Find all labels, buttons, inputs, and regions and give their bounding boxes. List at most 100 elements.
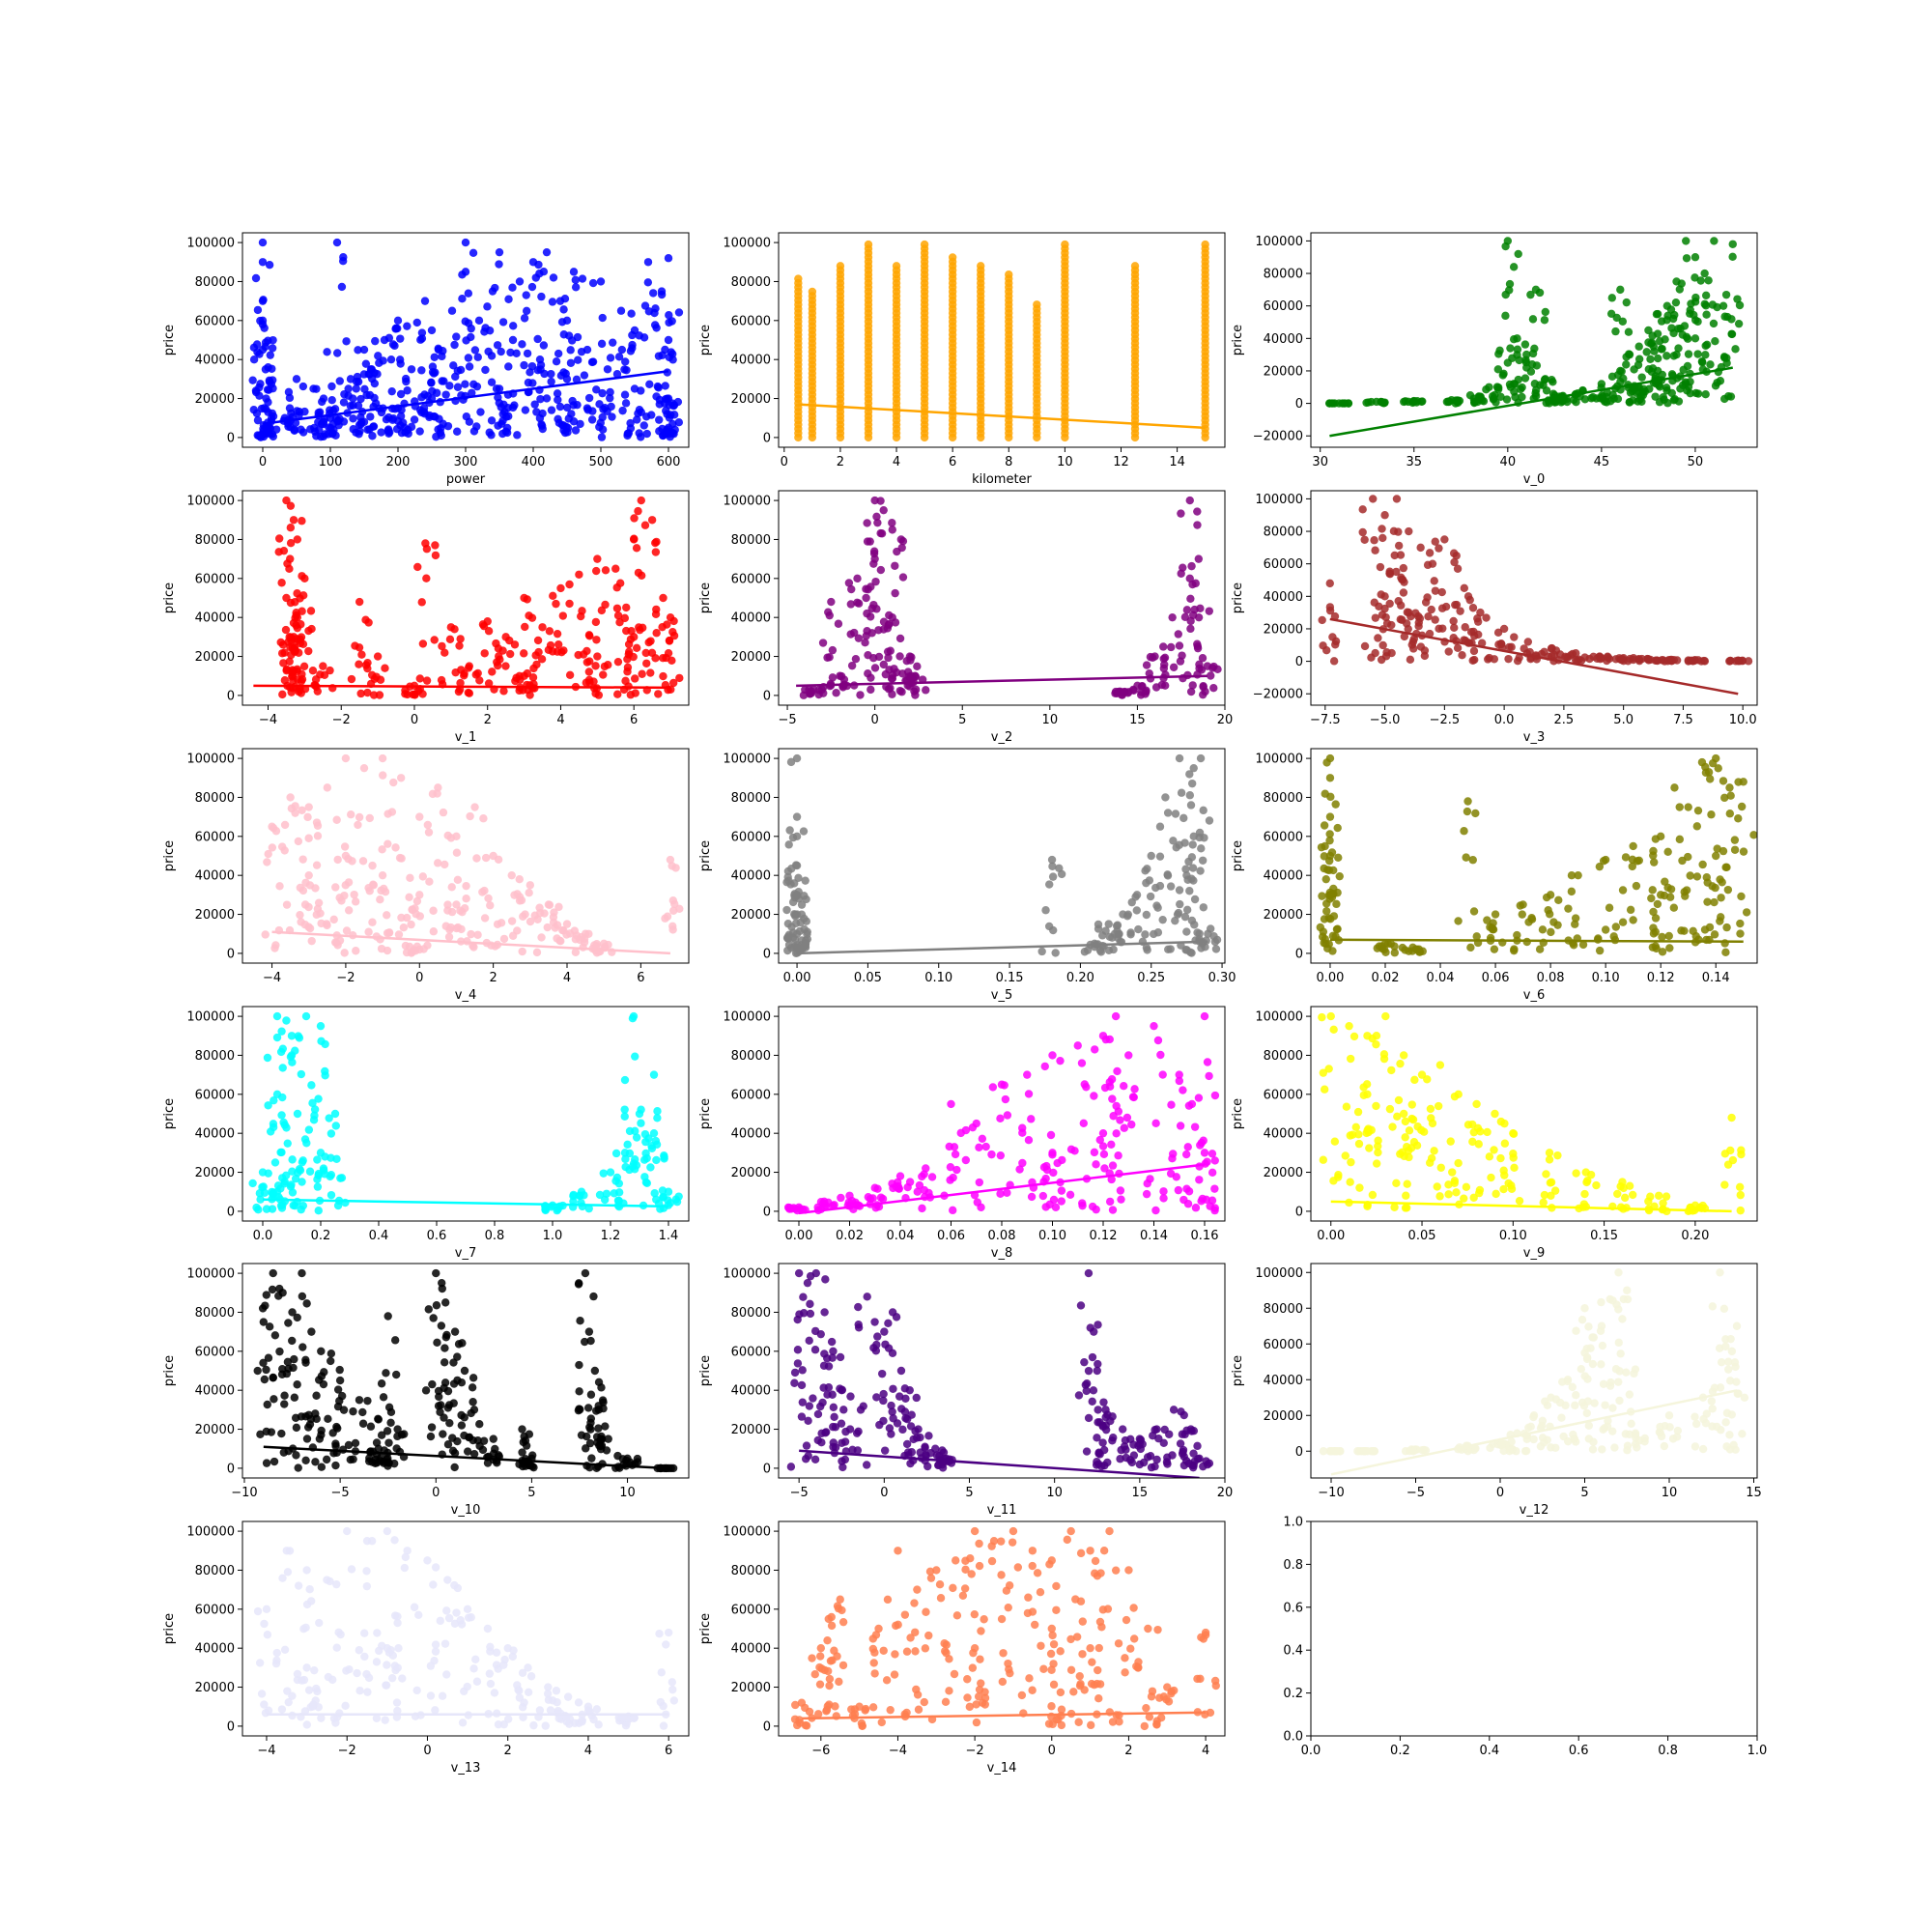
data-point	[403, 386, 412, 395]
x-tick-label: 0.20	[1066, 971, 1094, 985]
data-point	[355, 660, 363, 668]
data-point	[1660, 891, 1669, 900]
data-point	[1463, 797, 1472, 806]
data-point	[1353, 1447, 1362, 1456]
data-point	[1325, 774, 1335, 782]
data-point	[951, 1150, 960, 1159]
data-point	[806, 1309, 815, 1319]
data-point	[494, 421, 502, 430]
data-point	[556, 583, 565, 593]
data-point	[298, 669, 306, 679]
x-tick-label: 45	[1594, 455, 1610, 469]
data-point	[1547, 1191, 1555, 1200]
data-point	[332, 938, 341, 948]
data-point	[1321, 789, 1329, 798]
data-point	[321, 1039, 329, 1049]
data-point	[298, 591, 308, 600]
data-point	[256, 1195, 265, 1204]
data-point	[1543, 1435, 1551, 1444]
x-tick-label: 6	[630, 713, 638, 727]
data-point	[317, 1347, 326, 1356]
data-point	[1403, 1143, 1411, 1151]
data-point	[1121, 1435, 1130, 1445]
data-point	[1540, 316, 1549, 325]
data-point	[1120, 1123, 1128, 1132]
data-point	[428, 362, 438, 371]
data-point	[268, 843, 277, 852]
y-tick-label: 100000	[186, 753, 235, 767]
data-point	[1208, 1150, 1217, 1158]
y-tick-label: 20000	[195, 1166, 235, 1180]
axes-frame	[1310, 1006, 1758, 1222]
y-tick-label: 0	[763, 1205, 771, 1219]
data-point	[258, 238, 268, 247]
y-tick-label: 40000	[1264, 1127, 1303, 1142]
data-point	[1424, 612, 1433, 621]
y-tick-label: 40000	[1264, 590, 1303, 605]
data-point	[1608, 1404, 1617, 1412]
data-point	[440, 1344, 449, 1352]
data-point	[262, 1291, 271, 1299]
data-point	[1615, 1396, 1624, 1406]
data-point	[298, 639, 308, 649]
data-point	[331, 883, 340, 892]
x-axis-label: v_3	[1523, 730, 1545, 745]
data-point	[1322, 907, 1331, 916]
subplot-8: 0.00 0.05 0.10 0.15 0.20 0.25 0.30020000400006…	[698, 748, 1236, 1003]
data-point	[889, 1183, 897, 1193]
data-point	[1380, 592, 1389, 601]
data-point	[1390, 1203, 1399, 1211]
data-point	[1155, 881, 1165, 891]
data-point	[653, 382, 663, 391]
data-point	[1482, 613, 1491, 622]
data-point	[1614, 1338, 1623, 1348]
data-point	[487, 352, 497, 360]
y-tick-label: 40000	[731, 611, 771, 626]
data-point	[457, 1410, 466, 1420]
data-point	[1118, 691, 1127, 699]
data-point	[1473, 1123, 1483, 1133]
data-point	[1322, 646, 1331, 655]
data-point	[792, 861, 802, 870]
data-point	[1199, 690, 1208, 699]
data-point	[1720, 1150, 1730, 1158]
data-point	[1400, 632, 1409, 641]
y-tick-label: 60000	[731, 1345, 771, 1359]
data-point	[1323, 944, 1332, 953]
data-point	[1403, 1204, 1411, 1212]
data-point	[515, 277, 525, 286]
data-point	[270, 1095, 278, 1105]
data-point	[1488, 923, 1496, 932]
data-point	[792, 832, 802, 841]
data-point	[417, 598, 426, 607]
data-point	[1178, 651, 1186, 660]
data-point	[895, 1172, 905, 1180]
data-point	[265, 261, 274, 270]
data-point	[440, 1413, 448, 1422]
data-point	[365, 887, 374, 895]
data-point	[1555, 1398, 1565, 1407]
data-point	[1084, 1268, 1094, 1278]
data-point	[290, 1354, 298, 1364]
data-point	[1505, 642, 1514, 652]
data-point	[290, 1393, 299, 1402]
data-point	[1199, 682, 1208, 692]
data-point	[560, 295, 570, 303]
data-point	[1189, 1427, 1199, 1435]
data-point	[384, 425, 393, 434]
data-point	[1198, 856, 1208, 865]
data-point	[445, 925, 454, 934]
data-point	[620, 390, 630, 399]
data-point	[365, 813, 374, 823]
data-point	[1658, 948, 1667, 956]
data-point	[1523, 638, 1533, 646]
data-point	[1449, 634, 1458, 642]
data-point	[669, 906, 678, 915]
data-point	[1073, 1041, 1082, 1050]
data-point	[355, 597, 364, 607]
data-point	[659, 593, 668, 603]
data-point	[894, 1178, 902, 1187]
y-tick-label: 80000	[195, 533, 235, 548]
data-point	[340, 949, 349, 957]
data-point	[1420, 646, 1430, 655]
